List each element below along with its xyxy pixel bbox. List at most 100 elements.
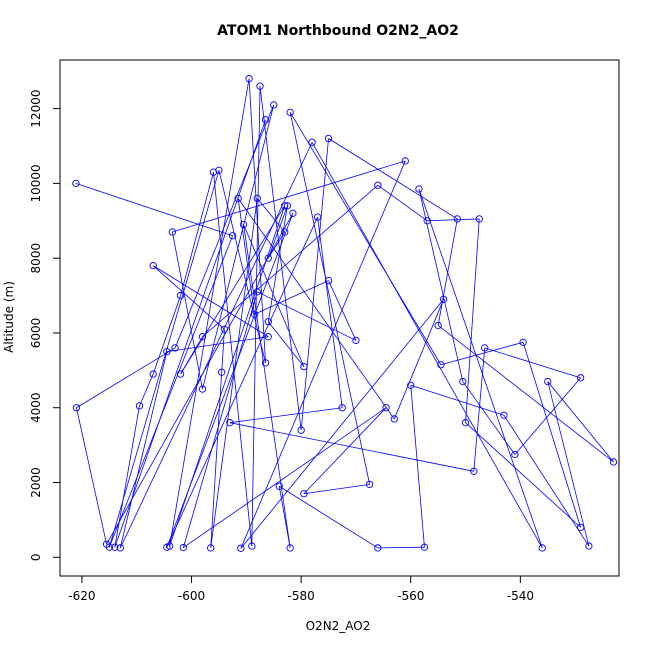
data-point-29 (237, 544, 245, 552)
data-point-12 (475, 215, 483, 223)
series-segment-48 (311, 142, 543, 549)
x-tick-label-0: -620 (68, 589, 95, 603)
data-point-37 (289, 209, 297, 217)
data-point-23 (352, 336, 360, 345)
data-point-67 (420, 543, 429, 551)
series-segment-78 (213, 172, 253, 547)
data-point-8 (176, 370, 185, 378)
series-segment-3 (218, 170, 266, 363)
series-segment-37 (166, 213, 294, 548)
y-tick-label-1: 2000 (29, 467, 43, 498)
x-tick-label-4: -540 (507, 589, 534, 603)
x-tick-label-1: -600 (178, 589, 205, 603)
data-point-71 (544, 377, 552, 386)
series-segment-31 (171, 231, 203, 390)
data-point-19 (300, 490, 308, 498)
data-point-73 (434, 321, 442, 330)
series-segment-44 (514, 377, 581, 455)
data-point-83 (111, 543, 119, 551)
series-segment-20 (183, 407, 387, 548)
series-segment-69 (503, 414, 590, 547)
data-point-16 (437, 361, 445, 369)
data-point-84 (261, 116, 270, 124)
series-segment-25 (237, 198, 255, 315)
series-segment-47 (418, 188, 543, 549)
data-point-35 (72, 404, 81, 412)
data-point-74 (453, 215, 461, 223)
series-segment-24 (254, 280, 329, 315)
series-segment-0 (75, 183, 233, 237)
data-point-48 (538, 544, 546, 552)
data-point-34 (171, 344, 179, 352)
data-point-14 (576, 523, 585, 532)
y-tick-label-6: 12000 (29, 90, 43, 128)
series-segment-46 (418, 188, 464, 382)
data-point-30 (401, 157, 409, 165)
series-segment-1 (108, 235, 234, 548)
series-segment-33 (174, 104, 275, 349)
data-point-10 (374, 181, 382, 189)
series-segment-62 (243, 224, 305, 367)
data-point-44 (576, 374, 585, 382)
data-point-76 (297, 426, 305, 434)
series-segment-32 (202, 104, 275, 390)
series-segment-51 (166, 336, 269, 353)
data-point-9 (198, 333, 207, 341)
data-point-61 (264, 318, 272, 326)
data-point-7 (281, 202, 289, 210)
series-segment-39 (317, 216, 343, 408)
series-segment-7 (180, 205, 286, 375)
series-segment-38 (166, 216, 318, 548)
series-segment-68 (410, 384, 505, 416)
data-point-24 (324, 276, 333, 285)
data-point-80 (176, 291, 185, 300)
data-point-4 (261, 359, 270, 367)
x-tick-label-3: -560 (397, 589, 424, 603)
series-segment-43 (484, 347, 581, 379)
series-segment-2 (108, 170, 220, 548)
data-point-72 (609, 458, 618, 466)
series-segment-80 (152, 295, 181, 375)
data-point-33 (270, 101, 278, 109)
series-segment-53 (152, 265, 225, 330)
series-segment-30 (172, 160, 406, 233)
series-segment-70 (547, 381, 590, 547)
series-segment-50 (119, 351, 168, 549)
data-point-60 (283, 202, 292, 210)
series-segment-26 (237, 198, 395, 420)
data-point-59 (264, 254, 272, 262)
series-segment-28 (240, 299, 444, 549)
data-point-40 (338, 404, 346, 412)
data-point-45 (511, 450, 519, 459)
data-point-51 (163, 348, 171, 356)
data-point-79 (209, 168, 218, 176)
data-point-82 (135, 402, 144, 410)
series-segment-81 (139, 373, 154, 407)
data-point-63 (239, 220, 248, 229)
data-point-42 (470, 467, 478, 475)
data-point-65 (275, 482, 283, 490)
data-series (72, 75, 618, 552)
data-point-38 (163, 543, 171, 551)
data-point-62 (300, 362, 308, 371)
data-point-28 (439, 295, 448, 303)
series-segment-58 (267, 231, 286, 259)
data-point-54 (220, 325, 229, 333)
data-point-50 (116, 544, 124, 552)
series-segment-61 (267, 321, 305, 367)
data-point-18 (365, 480, 374, 489)
data-point-77 (256, 82, 264, 90)
y-tick-label-4: 8000 (29, 243, 43, 274)
data-point-64 (286, 544, 294, 552)
axes: -620 -600 -580 -560 -540 0 2000 4000 6000 8000 100… (29, 90, 534, 603)
data-point-0 (72, 179, 80, 188)
series-segment-67 (410, 385, 425, 548)
data-point-22 (253, 288, 261, 296)
series-segment-13 (465, 422, 581, 528)
series-segment-29 (240, 160, 406, 549)
series-segment-17 (289, 112, 371, 485)
series-segment-82 (114, 405, 140, 548)
y-axis-label: Altitude (m) (2, 281, 16, 353)
series-segment-75 (300, 138, 329, 431)
